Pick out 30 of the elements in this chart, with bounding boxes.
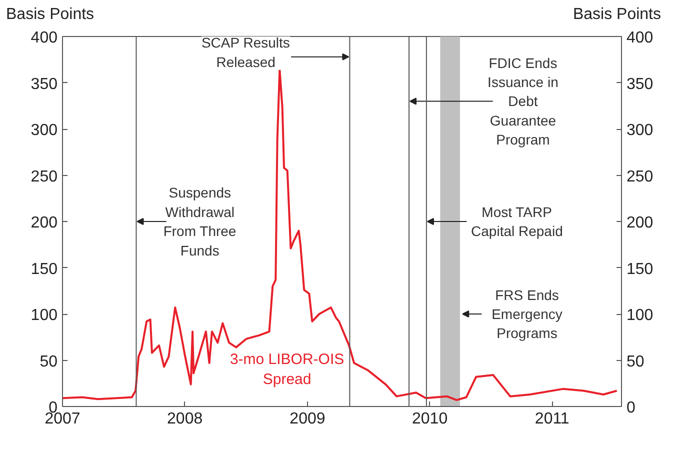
y-tick-label: 300 bbox=[30, 122, 58, 139]
band-label: FRS Ends Emergency Programs bbox=[492, 286, 562, 342]
series-label: 3-mo LIBOR-OIS Spread bbox=[230, 350, 344, 388]
y2-tick-label: 300 bbox=[626, 122, 654, 139]
y2-tick-label: 0 bbox=[626, 400, 636, 416]
y-tick-label: 400 bbox=[30, 30, 58, 46]
x-tick-label: 2009 bbox=[290, 410, 326, 428]
y2-tick-label: 100 bbox=[626, 307, 654, 324]
y-axis-title: Basis Points bbox=[6, 5, 94, 25]
x-tick-label: 2011 bbox=[534, 410, 570, 428]
x-tick-label: 2008 bbox=[167, 410, 203, 428]
y2-axis-title: Basis Points bbox=[572, 5, 661, 25]
y-tick-label: 250 bbox=[30, 168, 58, 186]
ref-line-label: Most TARP Capital Repaid bbox=[471, 204, 563, 240]
y2-tick-label: 150 bbox=[626, 260, 654, 278]
y2-tick-label: 250 bbox=[626, 168, 654, 186]
x-tick-label: 2010 bbox=[412, 410, 448, 428]
y-tick-label: 100 bbox=[30, 307, 58, 324]
y2-tick-label: 200 bbox=[626, 214, 654, 232]
y2-tick-label: 350 bbox=[626, 76, 654, 93]
y-tick-label: 150 bbox=[30, 260, 58, 278]
line-series bbox=[62, 68, 618, 402]
ref-line-label: FDIC Ends Issuance in Debt Guarantee Program bbox=[488, 54, 558, 148]
y2-tick-label: 50 bbox=[626, 353, 644, 370]
y2-tick-label: 400 bbox=[626, 30, 654, 46]
y-tick-label: 350 bbox=[30, 76, 58, 93]
y-tick-label: 50 bbox=[40, 353, 58, 370]
ref-line-label: SCAP Results Released bbox=[201, 34, 290, 70]
y-tick-label: 200 bbox=[30, 214, 58, 232]
ref-line-label: Suspends Withdrawal From Three Funds bbox=[163, 184, 236, 258]
